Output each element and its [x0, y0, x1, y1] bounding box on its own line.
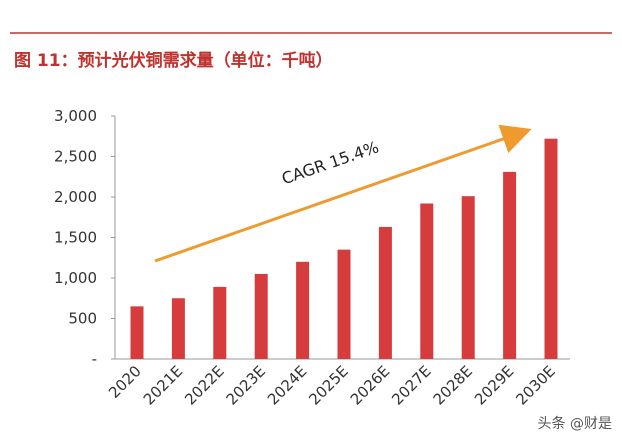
x-tick-label: 2024E [264, 362, 310, 408]
bar [296, 261, 310, 359]
bar [544, 138, 558, 359]
bar [213, 286, 227, 359]
x-tick-label: 2030E [512, 362, 558, 408]
chart-title: 图 11：预计光伏铜需求量（单位：千吨） [14, 50, 333, 71]
annotation: CAGR 15.4% [279, 137, 381, 188]
x-tick-label: 2027E [388, 362, 434, 408]
watermark: 头条 @财是 [538, 415, 612, 432]
bar [337, 249, 351, 359]
bar [254, 273, 268, 359]
x-tick-label: 2028E [430, 362, 476, 408]
bar [420, 203, 434, 359]
bar [378, 226, 392, 359]
y-tick-label: 1,000 [54, 269, 97, 287]
y-tick-label: 1,500 [54, 229, 97, 247]
y-tick-label: - [92, 350, 97, 368]
x-tick-label: 2029E [471, 362, 517, 408]
y-tick-label: 500 [68, 310, 97, 328]
bar [130, 306, 144, 359]
x-tick-label: 2023E [223, 362, 269, 408]
x-tick-label: 2026E [347, 362, 393, 408]
x-tick-label: 2022E [181, 362, 227, 408]
x-tick-label: 2025E [305, 362, 351, 408]
y-tick-label: 2,000 [54, 188, 97, 206]
trend-arrow [154, 124, 532, 263]
bar [461, 196, 475, 359]
bar [503, 171, 517, 359]
bar [171, 298, 185, 359]
y-tick-label: 3,000 [54, 107, 97, 125]
y-tick-label: 2,500 [54, 148, 97, 166]
x-tick-label: 2021E [140, 362, 186, 408]
